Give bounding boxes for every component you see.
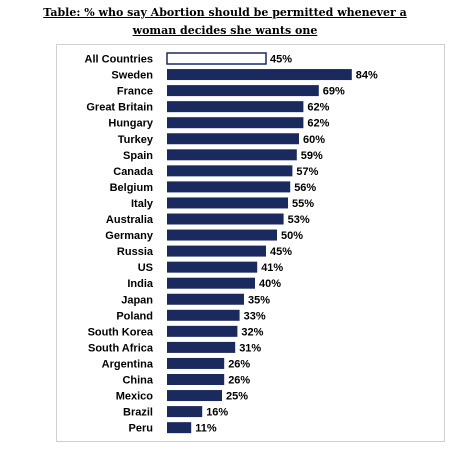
value-label: 31% bbox=[239, 342, 261, 354]
value-label: 55% bbox=[292, 198, 314, 210]
value-label: 62% bbox=[307, 118, 329, 130]
category-label: Mexico bbox=[116, 391, 154, 403]
category-label: France bbox=[117, 86, 153, 98]
value-label: 41% bbox=[261, 262, 283, 274]
category-label: India bbox=[127, 278, 154, 290]
value-label: 26% bbox=[228, 375, 250, 387]
value-label: 60% bbox=[303, 134, 325, 146]
bar bbox=[167, 117, 304, 129]
value-label: 33% bbox=[244, 310, 266, 322]
bar bbox=[167, 261, 258, 273]
category-label: Belgium bbox=[110, 182, 154, 194]
bar bbox=[167, 357, 225, 369]
bar bbox=[167, 390, 222, 402]
category-label: US bbox=[138, 262, 153, 274]
category-label: Japan bbox=[121, 294, 153, 306]
bar bbox=[167, 197, 288, 209]
category-label: Peru bbox=[129, 423, 153, 435]
category-label: South Korea bbox=[88, 326, 154, 338]
value-label: 26% bbox=[228, 358, 250, 370]
chart-title-line-1: Table: % who say Abortion should be perm… bbox=[43, 6, 407, 19]
category-label: Sweden bbox=[111, 70, 153, 82]
value-label: 62% bbox=[307, 102, 329, 114]
value-label: 35% bbox=[248, 294, 270, 306]
bar bbox=[167, 69, 352, 81]
category-label: Italy bbox=[131, 198, 154, 210]
bar bbox=[167, 374, 225, 385]
category-label: Poland bbox=[116, 310, 153, 322]
category-label: Germany bbox=[105, 230, 154, 242]
bar bbox=[167, 181, 291, 193]
bar bbox=[167, 165, 293, 177]
chart-title-line-2: woman decides she wants one bbox=[132, 24, 318, 37]
bar bbox=[167, 341, 236, 353]
value-label: 69% bbox=[323, 86, 345, 98]
category-label: Brazil bbox=[123, 407, 153, 419]
value-label: 45% bbox=[270, 246, 292, 258]
category-label: All Countries bbox=[85, 54, 153, 66]
value-label: 84% bbox=[356, 70, 378, 82]
category-label: China bbox=[122, 375, 153, 387]
chart-title: Table: % who say Abortion should be perm… bbox=[0, 4, 450, 40]
bar bbox=[167, 422, 192, 434]
bar bbox=[167, 85, 319, 97]
category-label: Spain bbox=[123, 150, 153, 162]
bar bbox=[167, 293, 244, 305]
bar bbox=[167, 406, 203, 418]
bar bbox=[167, 245, 266, 257]
bar bbox=[167, 229, 277, 241]
value-label: 57% bbox=[296, 166, 318, 178]
bar bbox=[167, 309, 240, 321]
value-label: 40% bbox=[259, 278, 281, 290]
category-label: Argentina bbox=[102, 358, 154, 370]
bar bbox=[167, 101, 304, 113]
value-label: 16% bbox=[206, 407, 228, 419]
bar bbox=[167, 213, 284, 225]
category-label: Great Britain bbox=[86, 102, 153, 114]
category-label: South Africa bbox=[88, 342, 154, 354]
value-label: 11% bbox=[195, 423, 217, 435]
category-label: Australia bbox=[106, 214, 154, 226]
value-label: 45% bbox=[270, 54, 292, 66]
value-label: 53% bbox=[288, 214, 310, 226]
value-label: 56% bbox=[294, 182, 316, 194]
bar bbox=[167, 149, 297, 161]
value-label: 50% bbox=[281, 230, 303, 242]
bar bbox=[167, 133, 299, 145]
category-label: Hungary bbox=[108, 118, 154, 130]
value-label: 59% bbox=[301, 150, 323, 162]
bar bbox=[167, 325, 238, 337]
bar bbox=[167, 277, 255, 289]
category-label: Canada bbox=[113, 166, 154, 178]
category-label: Turkey bbox=[118, 134, 154, 146]
category-label: Russia bbox=[117, 246, 154, 258]
bar bbox=[166, 52, 267, 65]
value-label: 32% bbox=[241, 326, 263, 338]
value-label: 25% bbox=[226, 391, 248, 403]
